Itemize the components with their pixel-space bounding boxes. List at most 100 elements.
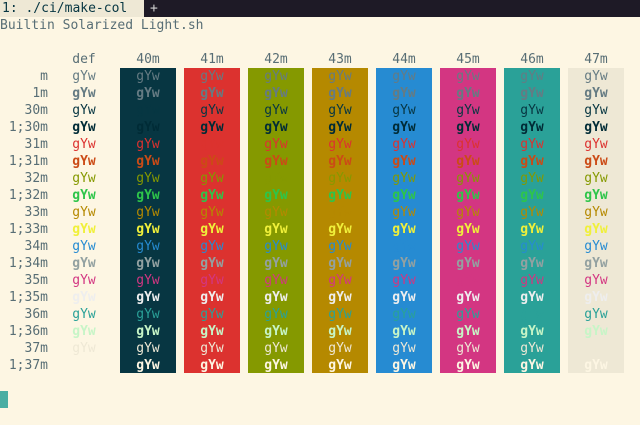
sample-cell: gYw <box>264 358 288 373</box>
sample-cell: gYw <box>392 273 416 288</box>
sample-cell: gYw <box>264 307 288 322</box>
sample-cell: gYw <box>328 69 352 84</box>
column-header: def <box>72 52 96 67</box>
sample-cell: gYw <box>328 86 352 101</box>
sample-cell: gYw <box>392 307 416 322</box>
sample-cell: gYw <box>200 273 224 288</box>
sample-cell: gYw <box>328 154 352 169</box>
sample-cell: gYw <box>72 256 96 271</box>
sample-cell: gYw <box>72 86 96 101</box>
column-header: 47m <box>584 52 608 67</box>
sample-cell: gYw <box>392 120 416 135</box>
sample-cell: gYw <box>264 324 288 339</box>
sample-cell: gYw <box>200 324 224 339</box>
sample-cell: gYw <box>392 137 416 152</box>
sample-cell: gYw <box>200 205 224 220</box>
sample-cell: gYw <box>456 358 480 373</box>
column-bg-5 <box>376 68 432 373</box>
tab-active[interactable]: 1: ./ci/make-col <box>0 0 144 17</box>
sample-cell: gYw <box>136 290 160 305</box>
sample-cell: gYw <box>328 137 352 152</box>
sample-cell: gYw <box>264 273 288 288</box>
sample-cell: gYw <box>328 103 352 118</box>
sample-cell: gYw <box>136 137 160 152</box>
sample-cell: gYw <box>584 171 608 186</box>
sample-cell: gYw <box>200 358 224 373</box>
sample-cell: gYw <box>328 307 352 322</box>
sample-cell: gYw <box>264 103 288 118</box>
sample-cell: gYw <box>392 324 416 339</box>
column-header: 43m <box>328 52 352 67</box>
sample-cell: gYw <box>264 205 288 220</box>
sample-cell: gYw <box>520 290 544 305</box>
add-tab-button[interactable]: + <box>150 1 158 16</box>
sample-cell: gYw <box>520 188 544 203</box>
sample-cell: gYw <box>200 222 224 237</box>
sample-cell: gYw <box>456 137 480 152</box>
sample-cell: gYw <box>136 154 160 169</box>
sample-cell: gYw <box>584 239 608 254</box>
sample-cell: gYw <box>392 69 416 84</box>
sample-cell: gYw <box>136 103 160 118</box>
sample-cell: gYw <box>72 120 96 135</box>
sample-cell: gYw <box>520 120 544 135</box>
sample-cell: gYw <box>72 290 96 305</box>
row-label: 1;37m <box>8 358 48 373</box>
row-label: 30m <box>24 103 48 118</box>
column-bg-6 <box>440 68 496 373</box>
sample-cell: gYw <box>200 69 224 84</box>
sample-cell: gYw <box>72 137 96 152</box>
sample-cell: gYw <box>264 188 288 203</box>
sample-cell: gYw <box>392 188 416 203</box>
tab-bar: 1: ./ci/make-col + <box>0 0 640 17</box>
sample-cell: gYw <box>520 256 544 271</box>
sample-cell: gYw <box>584 358 608 373</box>
sample-cell: gYw <box>328 341 352 356</box>
sample-cell: gYw <box>136 120 160 135</box>
sample-cell: gYw <box>72 222 96 237</box>
sample-cell: gYw <box>72 324 96 339</box>
sample-cell: gYw <box>520 324 544 339</box>
sample-cell: gYw <box>72 188 96 203</box>
sample-cell: gYw <box>456 290 480 305</box>
sample-cell: gYw <box>136 171 160 186</box>
column-header: 45m <box>456 52 480 67</box>
sample-cell: gYw <box>456 86 480 101</box>
sample-cell: gYw <box>584 341 608 356</box>
sample-cell: gYw <box>136 86 160 101</box>
sample-cell: gYw <box>392 341 416 356</box>
sample-cell: gYw <box>392 154 416 169</box>
sample-cell: gYw <box>136 205 160 220</box>
sample-cell: gYw <box>136 256 160 271</box>
sample-cell: gYw <box>72 307 96 322</box>
sample-cell: gYw <box>520 222 544 237</box>
sample-cell: gYw <box>584 137 608 152</box>
sample-cell: gYw <box>584 188 608 203</box>
sample-cell: gYw <box>72 205 96 220</box>
sample-cell: gYw <box>584 205 608 220</box>
sample-cell: gYw <box>200 307 224 322</box>
sample-cell: gYw <box>584 120 608 135</box>
column-bg-4 <box>312 68 368 373</box>
sample-cell: gYw <box>72 358 96 373</box>
column-bg-3 <box>248 68 304 373</box>
sample-cell: gYw <box>456 341 480 356</box>
terminal-cursor <box>0 391 8 408</box>
sample-cell: gYw <box>200 290 224 305</box>
row-label: 1;33m <box>8 222 48 237</box>
sample-cell: gYw <box>328 273 352 288</box>
row-label: 37m <box>24 341 48 356</box>
sample-cell: gYw <box>520 103 544 118</box>
column-bg-7 <box>504 68 560 373</box>
sample-cell: gYw <box>392 103 416 118</box>
sample-cell: gYw <box>72 239 96 254</box>
sample-cell: gYw <box>456 103 480 118</box>
sample-cell: gYw <box>200 86 224 101</box>
sample-cell: gYw <box>520 358 544 373</box>
column-header: 46m <box>520 52 544 67</box>
sample-cell: gYw <box>264 290 288 305</box>
sample-cell: gYw <box>584 324 608 339</box>
sample-cell: gYw <box>456 273 480 288</box>
sample-cell: gYw <box>456 239 480 254</box>
sample-cell: gYw <box>264 222 288 237</box>
